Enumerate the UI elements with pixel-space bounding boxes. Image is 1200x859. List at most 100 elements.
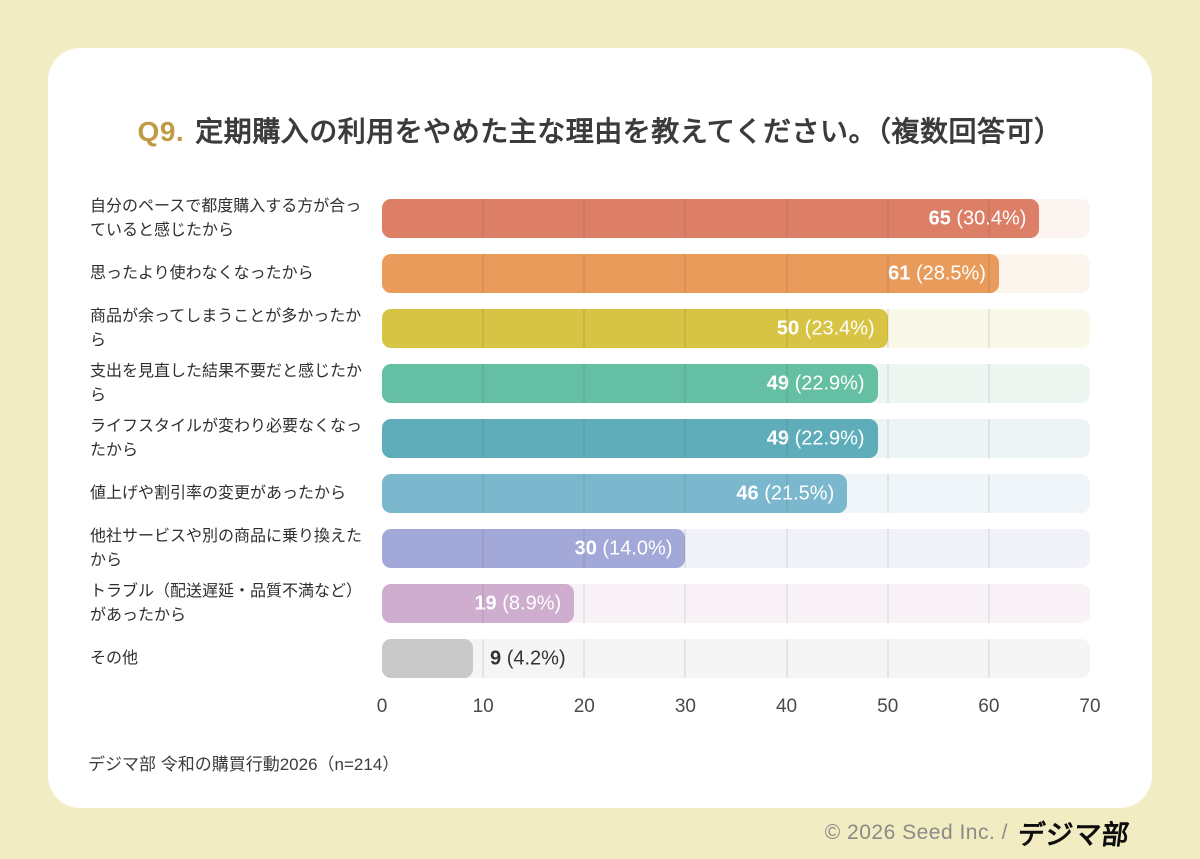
bar-pct: (21.5%) [764, 482, 835, 504]
gridline [583, 639, 586, 678]
x-axis-tick: 0 [376, 696, 388, 717]
bar: 61 (28.5%) [382, 254, 999, 293]
bar: 65 (30.4%) [382, 199, 1040, 238]
gridline [886, 639, 889, 678]
chart-row: 支出を見直した結果不要だと感じたから 49 (22.9%) [90, 363, 1090, 404]
bar-pct: (4.2%) [506, 647, 566, 669]
gridline [987, 474, 990, 513]
x-axis-tick: 20 [573, 696, 595, 717]
bar-track: 61 (28.5%) [382, 254, 1090, 293]
bar-value: 46 (21.5%) [736, 482, 834, 505]
chart-card: Q9. 定期購入の利用をやめた主な理由を教えてください。（複数回答可） 自分のペー… [48, 48, 1152, 808]
gridline [583, 309, 586, 348]
bar-count: 61 [888, 262, 911, 284]
gridline [785, 639, 788, 678]
bar-chart: 自分のペースで都度購入する方が合っていると感じたから 65 (30.4%) 思っ… [90, 198, 1101, 720]
chart-row: トラブル（配送遅延・品質不満など）があったから 19 (8.9%) [90, 583, 1090, 624]
gridline [482, 364, 485, 403]
chart-row: 値上げや割引率の変更があったから 46 (21.5%) [90, 474, 1090, 513]
gridline [482, 309, 485, 348]
page-title: Q9. 定期購入の利用をやめた主な理由を教えてください。（複数回答可） [48, 110, 1152, 150]
source-note: デジマ部 令和の購買行動2026（n=214） [88, 755, 400, 774]
bar-count: 65 [928, 207, 951, 229]
chart-row: その他 9 (4.2%) [90, 639, 1090, 678]
gridline [886, 419, 889, 458]
bar-count: 49 [766, 372, 789, 394]
gridline [886, 474, 889, 513]
gridline [886, 584, 889, 623]
footer: © 2026 Seed Inc. / デジマ部 [824, 813, 1132, 852]
gridline [482, 639, 485, 678]
gridline [482, 474, 485, 513]
chart-row: 他社サービスや別の商品に乗り換えたから 30 (14.0%) [90, 528, 1090, 569]
bar-count: 19 [474, 592, 497, 614]
bar [382, 639, 474, 678]
bar-count: 49 [766, 427, 789, 449]
chart-row: 商品が余ってしまうことが多かったから 50 (23.4%) [90, 308, 1090, 349]
question-text: 定期購入の利用をやめた主な理由を教えてください。（複数回答可） [195, 116, 1063, 147]
bar-track: 49 (22.9%) [382, 419, 1090, 458]
bar-track: 65 (30.4%) [382, 199, 1090, 238]
bar-count: 9 [490, 647, 502, 669]
x-axis-tick: 70 [1079, 696, 1101, 717]
gridline [987, 309, 990, 348]
row-label: 値上げや割引率の変更があったから [90, 484, 347, 502]
gridline [482, 584, 485, 623]
bar-track: 46 (21.5%) [382, 474, 1090, 513]
row-label: 他社サービスや別の商品に乗り換えたから [90, 527, 363, 569]
gridline [684, 309, 687, 348]
gridline [785, 529, 788, 568]
gridline [785, 254, 788, 293]
bar-value: 49 (22.9%) [767, 427, 865, 450]
gridline [583, 254, 586, 293]
gridline [785, 584, 788, 623]
gridline [987, 199, 990, 238]
bar: 30 (14.0%) [382, 529, 686, 568]
x-axis-tick: 60 [978, 696, 1000, 717]
gridline [886, 254, 889, 293]
gridline [987, 254, 990, 293]
gridline [987, 419, 990, 458]
question-number: Q9. [137, 116, 185, 147]
bar-value: 49 (22.9%) [767, 372, 865, 395]
x-axis-tick: 30 [674, 696, 696, 717]
gridline [785, 364, 788, 403]
gridline [684, 529, 687, 568]
bar-value: 50 (23.4%) [777, 317, 875, 340]
bar-pct: (22.9%) [794, 372, 865, 394]
bar-track: 49 (22.9%) [382, 364, 1090, 403]
x-axis-tick: 10 [472, 696, 494, 717]
x-axis-tick: 50 [877, 696, 899, 717]
gridline [886, 364, 889, 403]
gridline [987, 639, 990, 678]
gridline [785, 419, 788, 458]
gridline [583, 419, 586, 458]
bar-pct: (22.9%) [794, 427, 865, 449]
row-label: ライフスタイルが変わり必要なくなったから [90, 417, 363, 459]
bar-value: 30 (14.0%) [575, 537, 673, 560]
bar-count: 50 [776, 317, 800, 339]
gridline [583, 364, 586, 403]
gridline [583, 529, 586, 568]
row-label: 商品が余ってしまうことが多かったから [90, 307, 362, 349]
gridline [886, 199, 889, 238]
bar: 19 (8.9%) [382, 584, 575, 623]
bar-pct: (14.0%) [602, 537, 673, 559]
row-label: その他 [90, 649, 139, 667]
bar: 49 (22.9%) [382, 419, 878, 458]
bar-pct: (30.4%) [956, 207, 1027, 229]
gridline [684, 639, 687, 678]
bar-track: 9 (4.2%) [382, 639, 1090, 678]
bar-value: 9 (4.2%) [490, 647, 566, 670]
bar-value: 19 (8.9%) [474, 592, 561, 615]
gridline [583, 199, 586, 238]
bar-value: 65 (30.4%) [929, 207, 1027, 230]
bar-track: 30 (14.0%) [382, 529, 1090, 568]
bar-pct: (28.5%) [915, 262, 986, 284]
chart-row: 自分のペースで都度購入する方が合っていると感じたから 65 (30.4%) [90, 198, 1090, 239]
gridline [785, 474, 788, 513]
copyright-text: © 2026 Seed Inc. / [824, 820, 1008, 844]
brand-logo: デジマ部 [1015, 820, 1132, 850]
gridline [785, 199, 788, 238]
